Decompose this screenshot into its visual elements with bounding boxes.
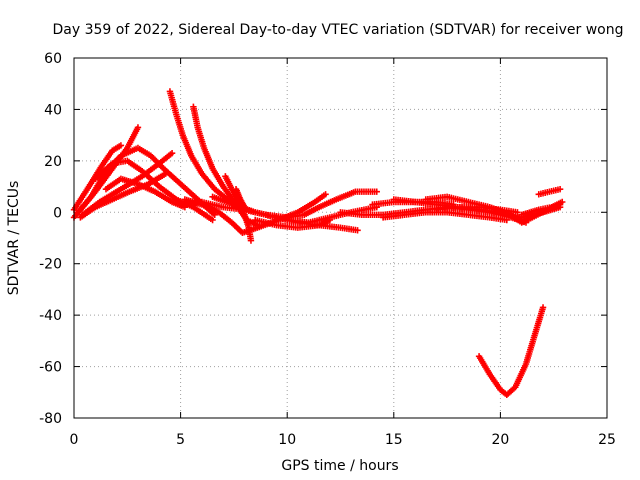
data-point (503, 216, 510, 224)
series-arc (433, 203, 564, 221)
x-tick-label: 10 (278, 432, 296, 448)
tick-labels: 0 5 10 15 20 25 -80 -60 -40 -20 0 20 40 60 (39, 51, 616, 448)
data-point (162, 170, 169, 177)
y-tick-label: 20 (44, 154, 62, 170)
y-tick-label: -40 (39, 308, 62, 324)
y-tick-label: -60 (39, 360, 62, 376)
series-arc (475, 304, 547, 399)
series-arc (252, 216, 334, 231)
y-tick-label: 40 (44, 102, 62, 118)
y-tick-label: 0 (53, 205, 62, 221)
x-tick-label: 15 (385, 432, 403, 448)
series-arc (75, 124, 142, 216)
series-arc (535, 185, 564, 198)
y-axis-label: SDTVAR / TECUs (6, 181, 22, 296)
data-point (326, 216, 334, 224)
series-arc (222, 173, 255, 244)
plot-area (70, 88, 566, 399)
series-arc (77, 170, 169, 221)
x-tick-label: 25 (598, 432, 616, 448)
data-point (354, 227, 361, 234)
series-arc (379, 209, 510, 224)
y-tick-label: -80 (39, 411, 62, 427)
data-point (322, 191, 329, 198)
series-arc (518, 198, 566, 219)
data-point (134, 124, 142, 131)
data-point (168, 149, 176, 157)
x-tick-label: 0 (70, 432, 79, 448)
x-tick-label: 5 (176, 432, 185, 448)
data-point (539, 304, 547, 311)
series-arc (262, 188, 380, 221)
data-point (373, 188, 380, 195)
data-point (247, 237, 255, 244)
x-axis-label: GPS time / hours (281, 458, 398, 474)
data-point (209, 216, 216, 224)
chart-title: Day 359 of 2022, Sidereal Day-to-day VTE… (53, 22, 624, 38)
y-tick-label: -20 (39, 257, 62, 273)
x-tick-label: 20 (491, 432, 509, 448)
plot-frame (73, 57, 608, 419)
data-point (117, 142, 125, 149)
y-tick-label: 60 (44, 51, 62, 67)
data-point (559, 198, 566, 206)
data-point (556, 185, 564, 193)
